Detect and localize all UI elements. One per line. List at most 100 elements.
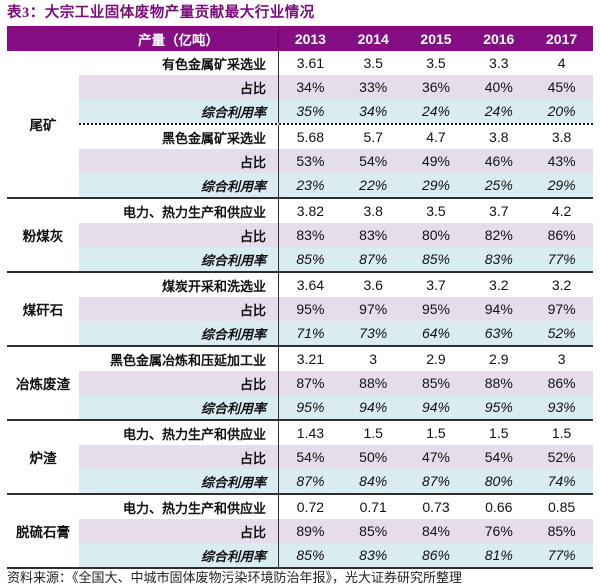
value-cell: 36%	[421, 79, 450, 95]
row-label: 有色金属矿采选业	[79, 51, 279, 75]
value-cell: 34%	[296, 79, 325, 95]
industry-output-row: 电力、热力生产和供应业 0.72 0.71 0.73 0.66 0.85	[79, 495, 593, 519]
value-cell: 83%	[359, 227, 388, 243]
value-cell: 83%	[359, 547, 388, 563]
value-cell: 3.2	[551, 277, 572, 293]
category-label: 冶炼废渣	[7, 347, 79, 419]
utilization-row: 综合利用率 71% 73% 64% 63% 52%	[79, 321, 593, 345]
value-cell: 3.21	[296, 351, 325, 367]
group-blocks: 煤炭开采和洗选业 3.64 3.6 3.7 3.2 3.2 占比 95% 97% 95% 94% 97…	[79, 273, 593, 345]
value-cell: 2.9	[426, 351, 446, 367]
value-cell: 2.9	[489, 351, 509, 367]
table-title: 表3：大宗工业固体废物产量贡献最大行业情况	[7, 5, 315, 21]
row-label: 占比	[79, 519, 279, 543]
row-label: 综合利用率	[79, 99, 279, 123]
value-cell: 88%	[359, 375, 388, 391]
value-cell: 0.85	[547, 499, 576, 515]
row-label: 占比	[79, 75, 279, 99]
value-cell: 47%	[421, 449, 450, 465]
row-label: 电力、热力生产和供应业	[79, 199, 279, 223]
value-cell: 1.5	[551, 425, 572, 441]
value-cell: 33%	[359, 79, 388, 95]
value-cell: 0.72	[296, 499, 325, 515]
row-label: 占比	[79, 297, 279, 321]
share-row: 占比 95% 97% 95% 94% 97%	[79, 297, 593, 321]
value-cell: 87%	[296, 375, 325, 391]
header-year-cell: 2014	[357, 30, 389, 47]
value-cell: 84%	[359, 473, 388, 489]
group-blocks: 电力、热力生产和供应业 3.82 3.8 3.5 3.7 4.2 占比 83% 83% 80% 82…	[79, 199, 593, 271]
row-label: 综合利用率	[79, 395, 279, 419]
data-table: 产量（亿吨） 2013 2014 2015 2016 2017 尾矿 有色金属矿采选业 3.…	[7, 26, 593, 569]
value-cell: 95%	[484, 399, 513, 415]
industry-block: 黑色金属矿采选业 5.68 5.7 4.7 3.8 3.8 占比 53% 54% 49% 46% 43…	[79, 123, 593, 197]
header-year-cell: 2015	[420, 30, 452, 47]
industry-block: 电力、热力生产和供应业 0.72 0.71 0.73 0.66 0.85 占比 89% 85% 8…	[79, 495, 593, 567]
value-cell: 0.71	[359, 499, 387, 515]
value-cell: 86%	[547, 227, 576, 243]
value-cell: 3.8	[551, 129, 572, 145]
table-group: 粉煤灰 电力、热力生产和供应业 3.82 3.8 3.5 3.7 4.2 占比 83% 83% 80…	[7, 197, 593, 271]
table-group: 冶炼废渣 黑色金属冶炼和压延加工业 3.21 3 2.9 2.9 3 占比 87% 88% 85% 8…	[7, 345, 593, 419]
industry-block: 黑色金属冶炼和压延加工业 3.21 3 2.9 2.9 3 占比 87% 88% 85% 88% 86…	[79, 347, 593, 419]
value-cell: 74%	[547, 473, 576, 489]
value-cell: 0.73	[422, 499, 450, 515]
utilization-row: 综合利用率 87% 84% 87% 80% 74%	[79, 469, 593, 493]
value-cell: 3.5	[426, 55, 446, 71]
category-label: 炉渣	[7, 421, 79, 493]
value-cell: 5.7	[363, 129, 383, 145]
value-cell: 29%	[547, 177, 576, 193]
value-cell: 77%	[547, 251, 576, 267]
value-cell: 3	[369, 351, 378, 367]
value-cell: 20%	[547, 103, 576, 119]
value-cell: 52%	[547, 325, 576, 341]
value-cell: 97%	[359, 301, 388, 317]
value-cell: 43%	[547, 153, 576, 169]
value-cell: 3.7	[489, 203, 509, 219]
table-group: 煤矸石 煤炭开采和洗选业 3.64 3.6 3.7 3.2 3.2 占比 95% 97% 95% 94…	[7, 271, 593, 345]
value-cell: 63%	[484, 325, 513, 341]
value-cell: 22%	[359, 177, 388, 193]
row-label: 综合利用率	[79, 321, 279, 345]
value-cell: 3.5	[426, 203, 446, 219]
industry-output-row: 煤炭开采和洗选业 3.64 3.6 3.7 3.2 3.2	[79, 273, 593, 297]
value-cell: 23%	[296, 177, 325, 193]
table-group: 炉渣 电力、热力生产和供应业 1.43 1.5 1.5 1.5 1.5 占比 54% 50% 47%…	[7, 419, 593, 493]
value-cell: 54%	[359, 153, 388, 169]
industry-block: 有色金属矿采选业 3.61 3.5 3.5 3.3 4 占比 34% 33% 36% 40% 45% 综…	[79, 51, 593, 123]
value-cell: 80%	[484, 473, 513, 489]
group-blocks: 电力、热力生产和供应业 0.72 0.71 0.73 0.66 0.85 占比 89% 85% 8…	[79, 495, 593, 567]
value-cell: 1.43	[296, 425, 325, 441]
value-cell: 86%	[421, 547, 450, 563]
value-cell: 3.8	[363, 203, 383, 219]
group-blocks: 电力、热力生产和供应业 1.43 1.5 1.5 1.5 1.5 占比 54% 50% 47% 54…	[79, 421, 593, 493]
value-cell: 95%	[421, 301, 450, 317]
value-cell: 87%	[421, 473, 450, 489]
value-cell: 95%	[296, 301, 325, 317]
value-cell: 86%	[547, 375, 576, 391]
value-cell: 95%	[296, 399, 325, 415]
industry-block: 电力、热力生产和供应业 3.82 3.8 3.5 3.7 4.2 占比 83% 83% 80% 82…	[79, 199, 593, 271]
table-group: 尾矿 有色金属矿采选业 3.61 3.5 3.5 3.3 4 占比 34% 33% 36% 40% 45…	[7, 51, 593, 197]
row-label: 占比	[79, 149, 279, 173]
value-cell: 53%	[296, 153, 325, 169]
value-cell: 85%	[296, 251, 325, 267]
category-label: 脱硫石膏	[7, 495, 79, 567]
industry-output-row: 有色金属矿采选业 3.61 3.5 3.5 3.3 4	[79, 51, 593, 75]
value-cell: 0.66	[485, 499, 513, 515]
industry-block: 电力、热力生产和供应业 1.43 1.5 1.5 1.5 1.5 占比 54% 50% 47% 54…	[79, 421, 593, 493]
table-header-row: 产量（亿吨） 2013 2014 2015 2016 2017	[7, 26, 593, 51]
value-cell: 94%	[484, 301, 513, 317]
share-row: 占比 34% 33% 36% 40% 45%	[79, 75, 593, 99]
header-year-cell: 2013	[294, 30, 326, 47]
value-cell: 3.6	[363, 277, 383, 293]
value-cell: 84%	[421, 523, 450, 539]
industry-output-row: 电力、热力生产和供应业 1.43 1.5 1.5 1.5 1.5	[79, 421, 593, 445]
value-cell: 3	[557, 351, 566, 367]
utilization-row: 综合利用率 35% 34% 24% 24% 20%	[79, 99, 593, 123]
row-label: 综合利用率	[79, 543, 279, 567]
value-cell: 80%	[421, 227, 450, 243]
value-cell: 24%	[421, 103, 450, 119]
value-cell: 85%	[421, 375, 450, 391]
